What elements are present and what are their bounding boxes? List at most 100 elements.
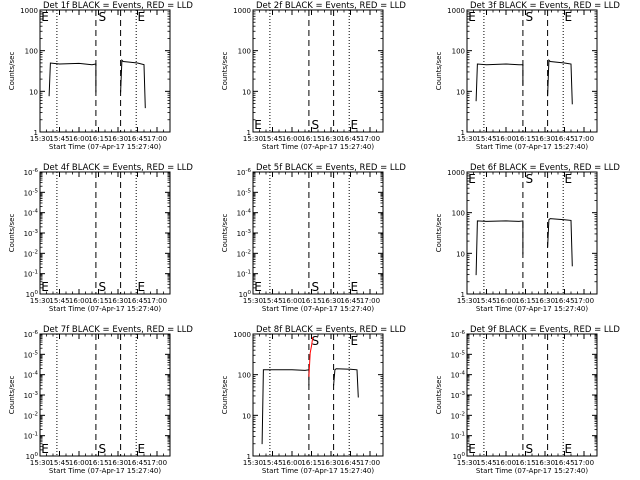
x-tick-label: 17:00 [574, 135, 594, 143]
x-tick-label: 16:00 [69, 459, 89, 467]
x-tick-label: 16:30 [108, 135, 128, 143]
x-axis-label: Start Time (07-Apr-17 15:27:40) [49, 467, 161, 475]
x-tick-label: 15:45 [49, 297, 69, 305]
y-tick-label: 10-2 [451, 411, 465, 420]
event-marker-e: E [254, 280, 262, 294]
plot-frame [252, 333, 384, 457]
y-tick-label: 10-3 [24, 229, 39, 238]
x-tick-label: 16:45 [340, 297, 360, 305]
lld-series-line [308, 337, 314, 377]
x-tick-label: 16:00 [496, 459, 516, 467]
y-tick-label: 10-6 [24, 330, 39, 339]
panel-title: Det 8f BLACK = Events, RED = LLD [256, 325, 406, 335]
y-tick-label: 1000 [233, 7, 251, 15]
x-tick-label: 15:30 [30, 135, 50, 143]
events-series-line [475, 63, 524, 102]
panel-title: Det 3f BLACK = Events, RED = LLD [470, 1, 620, 11]
x-tick-label: 16:30 [321, 459, 341, 467]
x-tick-label: 16:45 [554, 297, 574, 305]
event-marker-e: E [468, 172, 476, 186]
x-tick-label: 16:15 [515, 459, 535, 467]
y-tick-label: 10-1 [237, 270, 251, 279]
x-tick-label: 16:15 [88, 459, 108, 467]
panel-det-8: Det 8f BLACK = Events, RED = LLD Counts/s… [221, 325, 406, 475]
event-marker-s: S [99, 280, 107, 294]
x-tick-label: 16:30 [321, 297, 341, 305]
events-series-line [261, 369, 310, 445]
plot-frame [252, 171, 384, 295]
y-tick-label: 1 [461, 291, 465, 299]
event-marker-s: S [312, 280, 320, 294]
event-marker-s: S [99, 442, 107, 456]
y-tick-label: 1 [461, 129, 465, 137]
plot-frame [39, 9, 171, 133]
x-tick-label: 16:00 [282, 297, 302, 305]
panel-det-5: Det 5f BLACK = Events, RED = LLD Counts/s… [221, 163, 406, 313]
y-tick-label: 10-6 [24, 168, 39, 177]
event-marker-e: E [41, 10, 49, 24]
y-axis-label: Counts/sec [8, 52, 16, 91]
x-tick-label: 16:30 [535, 135, 555, 143]
panel-det-2: Det 2f BLACK = Events, RED = LLD Counts/s… [221, 1, 406, 151]
event-marker-e: E [565, 172, 573, 186]
events-series-line [333, 368, 359, 398]
y-tick-label: 1000 [447, 169, 465, 177]
y-tick-label: 10-2 [24, 249, 38, 258]
x-tick-label: 16:15 [301, 135, 321, 143]
panel-title: Det 5f BLACK = Events, RED = LLD [256, 163, 406, 173]
events-series-line [547, 218, 573, 267]
x-axis-label: Start Time (07-Apr-17 15:27:40) [262, 467, 374, 475]
x-tick-label: 16:15 [515, 297, 535, 305]
x-tick-label: 16:15 [88, 135, 108, 143]
x-tick-label: 15:45 [262, 459, 282, 467]
y-tick-label: 10 [456, 88, 465, 96]
x-axis-label: Start Time (07-Apr-17 15:27:40) [262, 305, 374, 313]
y-tick-label: 100 [25, 48, 38, 56]
y-axis-label: Counts/sec [8, 214, 16, 253]
event-marker-e: E [254, 118, 262, 132]
x-tick-label: 15:30 [243, 135, 263, 143]
x-tick-label: 16:30 [535, 459, 555, 467]
event-marker-e: E [41, 280, 49, 294]
x-tick-label: 16:30 [108, 459, 128, 467]
panel-det-6: Det 6f BLACK = Events, RED = LLD Counts/s… [435, 163, 620, 313]
y-tick-label: 10-6 [451, 330, 466, 339]
plot-frame [39, 333, 171, 457]
x-tick-label: 15:30 [457, 135, 477, 143]
y-axis-label: Counts/sec [221, 52, 229, 91]
x-tick-label: 16:45 [554, 135, 574, 143]
event-marker-s: S [312, 118, 320, 132]
y-tick-label: 10-4 [451, 371, 466, 380]
events-series-line [547, 59, 573, 105]
x-tick-label: 15:30 [243, 459, 263, 467]
x-tick-label: 17:00 [147, 135, 167, 143]
x-tick-label: 16:45 [340, 459, 360, 467]
x-tick-label: 16:00 [496, 297, 516, 305]
y-tick-label: 10-5 [237, 188, 252, 197]
y-tick-label: 10-1 [24, 432, 38, 441]
panel-det-3: Det 3f BLACK = Events, RED = LLD Counts/s… [435, 1, 620, 151]
y-tick-label: 10-3 [237, 229, 252, 238]
panel-det-7: Det 7f BLACK = Events, RED = LLD Counts/s… [8, 325, 193, 475]
y-tick-label: 10-5 [451, 350, 466, 359]
x-tick-label: 16:45 [127, 135, 147, 143]
y-tick-label: 10-1 [451, 432, 465, 441]
event-marker-e: E [138, 10, 146, 24]
y-tick-label: 100 [452, 48, 465, 56]
y-tick-label: 100 [26, 290, 39, 299]
plot-frame [466, 171, 598, 295]
y-tick-label: 1000 [447, 7, 465, 15]
y-axis-label: Counts/sec [221, 214, 229, 253]
x-tick-label: 16:00 [69, 135, 89, 143]
y-tick-label: 1000 [20, 7, 38, 15]
y-tick-label: 100 [26, 452, 39, 461]
y-tick-label: 10 [242, 412, 251, 420]
event-marker-e: E [468, 10, 476, 24]
events-series-line [475, 220, 524, 276]
x-tick-label: 16:15 [301, 459, 321, 467]
y-tick-label: 10-5 [24, 350, 39, 359]
x-tick-label: 17:00 [360, 135, 380, 143]
x-tick-label: 17:00 [360, 297, 380, 305]
y-tick-label: 100 [239, 290, 252, 299]
